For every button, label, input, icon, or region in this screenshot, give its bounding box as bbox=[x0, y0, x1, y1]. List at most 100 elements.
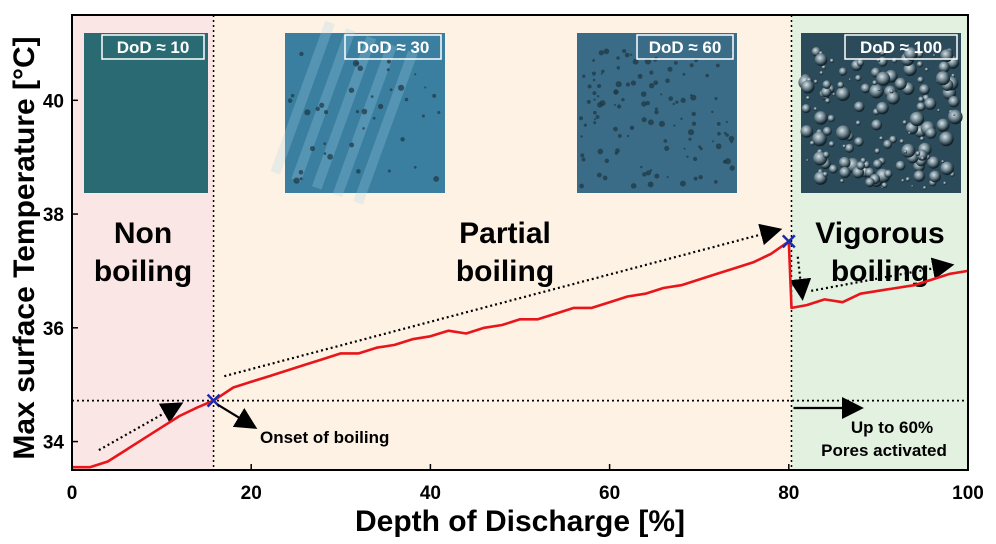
inset-bubble bbox=[809, 140, 815, 146]
inset-bubble bbox=[687, 129, 695, 136]
region-1-label-line2: boiling bbox=[94, 255, 192, 288]
inset-bubble bbox=[872, 80, 878, 86]
inset-bubble bbox=[660, 93, 663, 96]
inset-bubble bbox=[601, 69, 605, 74]
inset-bubble bbox=[927, 156, 940, 169]
inset-bubble bbox=[437, 110, 441, 115]
inset-bubble bbox=[909, 111, 925, 127]
y-axis-ticks: 34 36 38 40 bbox=[43, 91, 78, 454]
inset-light-streak bbox=[270, 20, 335, 175]
inset-bubble bbox=[937, 108, 941, 112]
trend-arrows bbox=[98, 223, 955, 452]
inset-bubble bbox=[908, 131, 911, 135]
inset-bubble bbox=[596, 172, 602, 178]
y-tick-label: 40 bbox=[43, 91, 64, 112]
inset-bubble bbox=[924, 67, 929, 72]
pores-label-line1: Up to 60% bbox=[851, 418, 933, 437]
inset-bubble bbox=[624, 52, 630, 58]
inset-light-streak bbox=[332, 43, 397, 198]
inset-bubble bbox=[582, 74, 586, 78]
inset-bubble bbox=[596, 95, 600, 98]
inset-bubble bbox=[903, 62, 917, 77]
onset-arrow bbox=[216, 403, 258, 429]
inset-bubble bbox=[648, 82, 655, 89]
inset-bubble bbox=[725, 133, 729, 137]
inset-bubble bbox=[901, 143, 916, 158]
x-tick-label: 0 bbox=[67, 483, 78, 504]
inset-bubble bbox=[886, 91, 900, 105]
inset-bubble bbox=[597, 83, 602, 89]
x-tick-label: 20 bbox=[241, 483, 262, 504]
inset-bubble bbox=[835, 86, 850, 101]
inset-bubble bbox=[613, 90, 618, 95]
inset-bubble bbox=[421, 114, 425, 118]
inset-bubble bbox=[675, 100, 679, 104]
inset-bubble bbox=[580, 153, 585, 158]
inset-bubble bbox=[902, 120, 907, 125]
inset-bubble bbox=[688, 137, 692, 141]
inset-bubble bbox=[911, 185, 914, 188]
inset-bubble bbox=[922, 186, 927, 190]
inset-bubble bbox=[357, 65, 364, 72]
inset-bubble bbox=[903, 150, 908, 154]
inset-photo-dod-4: DoD ≈ 100 bbox=[798, 33, 963, 193]
inset-bubble bbox=[653, 80, 659, 86]
inset-bubble bbox=[641, 101, 647, 107]
region-3-label-line1: Vigorous bbox=[815, 217, 944, 250]
series-layer bbox=[72, 240, 969, 469]
inset-bubble bbox=[299, 177, 303, 181]
inset-bubble bbox=[822, 151, 830, 159]
inset-bubble bbox=[404, 97, 409, 102]
inset-bubble bbox=[689, 63, 694, 68]
inset-bubble bbox=[839, 166, 851, 179]
inset-bubble bbox=[580, 135, 583, 138]
inset-bubble bbox=[616, 56, 620, 60]
inset-bubble bbox=[625, 82, 631, 87]
inset-bubble bbox=[673, 124, 676, 127]
inset-bubble bbox=[894, 77, 907, 90]
inset-bubble bbox=[698, 175, 703, 180]
region-1-label-line1: Non bbox=[114, 217, 172, 250]
inset-bubble bbox=[717, 131, 721, 136]
inset-bubble bbox=[848, 78, 851, 81]
inset-bubble bbox=[377, 103, 384, 110]
inset-bubble bbox=[615, 148, 620, 154]
inset-bubble bbox=[602, 175, 608, 181]
inset-bubble bbox=[616, 66, 621, 70]
inset-bubble bbox=[812, 131, 827, 147]
inset-bubble bbox=[667, 66, 673, 72]
inset-bubble bbox=[672, 102, 675, 106]
inset-bubble bbox=[879, 49, 886, 56]
inset-bubble bbox=[603, 48, 610, 55]
inset-label-box bbox=[344, 34, 442, 60]
trend-arrow bbox=[98, 402, 184, 452]
inset-bubble bbox=[691, 121, 697, 126]
inset-bubble bbox=[838, 156, 851, 169]
inset-photo-dod-2: DoD ≈ 30 bbox=[270, 20, 445, 205]
inset-bubble bbox=[647, 119, 654, 126]
inset-bubble bbox=[801, 80, 815, 94]
inset-bubble bbox=[645, 170, 652, 176]
inset-light-streak bbox=[312, 35, 377, 190]
inset-bubble bbox=[952, 113, 956, 116]
inset-bubble bbox=[579, 183, 584, 189]
inset-bubble bbox=[940, 161, 954, 176]
inset-bubble bbox=[397, 84, 405, 91]
inset-bubble bbox=[355, 110, 360, 114]
inset-bubble bbox=[593, 98, 596, 101]
inset-bubble bbox=[821, 86, 832, 98]
inset-bubble bbox=[587, 84, 592, 89]
inset-bubble bbox=[595, 115, 600, 119]
inset-bubble bbox=[615, 81, 622, 88]
y-axis-title: Max surface Temperature [°C] bbox=[8, 36, 41, 459]
inset-bubble bbox=[637, 73, 643, 79]
inset-label: DoD ≈ 60 bbox=[649, 38, 722, 57]
inset-bubble bbox=[323, 110, 329, 115]
inset-bubble bbox=[856, 161, 865, 170]
inset-bubble bbox=[924, 97, 937, 110]
x-tick-label: 60 bbox=[599, 483, 620, 504]
inset-bubble bbox=[593, 121, 597, 125]
inset-bubble bbox=[622, 49, 627, 53]
region-labels: Non boiling Partial boiling Vigorous boiling bbox=[94, 217, 945, 288]
inset-bubble bbox=[947, 109, 963, 125]
